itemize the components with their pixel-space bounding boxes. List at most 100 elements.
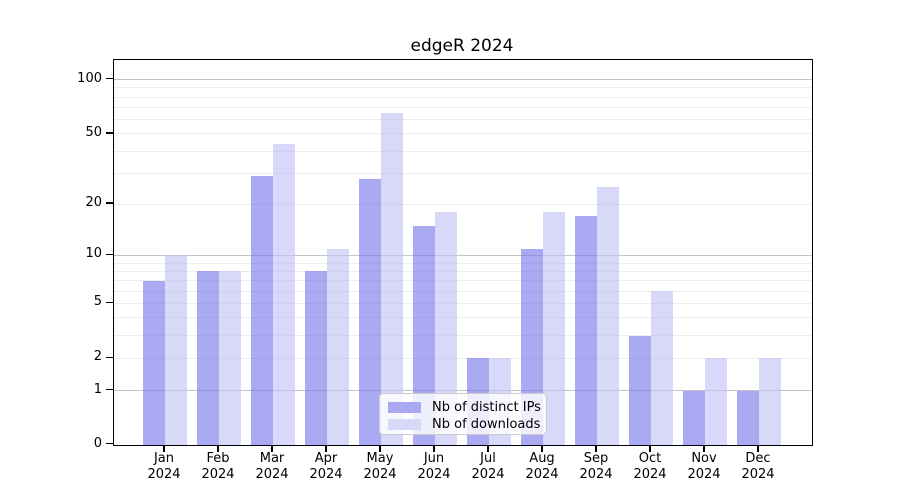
bar-downloads-mar bbox=[273, 143, 295, 445]
bar-downloads-feb bbox=[219, 271, 241, 445]
legend-label-distinct-ips: Nb of distinct IPs bbox=[432, 400, 541, 415]
minor-gridline-80 bbox=[114, 96, 812, 98]
bar-downloads-nov bbox=[705, 358, 727, 445]
x-tick-month: Feb bbox=[206, 451, 230, 466]
x-tick-year: 2024 bbox=[579, 466, 613, 482]
y-tick-mark-1 bbox=[106, 388, 113, 391]
x-tick-month: Nov bbox=[691, 451, 717, 466]
minor-gridline-6 bbox=[114, 290, 812, 292]
x-tick-month: Jan bbox=[153, 451, 175, 466]
chart-title: edgeR 2024 bbox=[410, 36, 514, 56]
y-tick-mark-50 bbox=[106, 132, 113, 134]
x-tick-year: 2024 bbox=[525, 466, 559, 482]
x-tick-mark-sep bbox=[595, 445, 597, 452]
x-tick-label-apr: Apr 2024 bbox=[299, 451, 353, 482]
y-tick-label-100: 100 bbox=[77, 70, 102, 86]
y-tick-label-50: 50 bbox=[85, 124, 102, 140]
x-tick-month: Sep bbox=[583, 451, 609, 466]
x-tick-month: Mar bbox=[259, 451, 285, 466]
x-tick-mark-jul bbox=[487, 445, 489, 452]
x-tick-label-nov: Nov 2024 bbox=[677, 451, 731, 482]
y-tick-mark-2 bbox=[106, 356, 113, 359]
x-tick-month: Oct bbox=[638, 451, 662, 466]
bar-downloads-dec bbox=[759, 358, 781, 445]
x-tick-month: Aug bbox=[529, 451, 555, 466]
bar-downloads-oct bbox=[651, 291, 673, 445]
y-tick-label-10: 10 bbox=[85, 246, 102, 262]
x-tick-year: 2024 bbox=[201, 466, 235, 482]
bar-distinct-ips-dec bbox=[737, 390, 759, 445]
plot-area: Nb of distinct IPs Nb of downloads bbox=[113, 59, 813, 446]
minor-gridline-5 bbox=[114, 302, 812, 304]
x-tick-label-may: May 2024 bbox=[353, 451, 407, 482]
x-tick-label-feb: Feb 2024 bbox=[191, 451, 245, 482]
major-gridline-100 bbox=[114, 79, 812, 81]
legend-swatch-downloads bbox=[388, 419, 421, 430]
x-tick-year: 2024 bbox=[471, 466, 505, 482]
x-tick-label-oct: Oct 2024 bbox=[623, 451, 677, 482]
bar-distinct-ips-apr bbox=[305, 271, 327, 445]
x-tick-month: Jul bbox=[480, 451, 496, 466]
x-tick-mark-mar bbox=[271, 445, 273, 452]
legend-item-downloads: Nb of downloads bbox=[388, 416, 541, 433]
bar-downloads-aug bbox=[543, 212, 565, 445]
minor-gridline-40 bbox=[114, 150, 812, 152]
minor-gridline-9 bbox=[114, 262, 812, 264]
y-tick-label-2: 2 bbox=[93, 349, 102, 365]
minor-gridline-20 bbox=[114, 203, 812, 205]
minor-gridline-50 bbox=[114, 133, 812, 135]
y-tick-mark-100 bbox=[106, 77, 113, 80]
minor-gridline-8 bbox=[114, 270, 812, 272]
x-tick-year: 2024 bbox=[309, 466, 343, 482]
bar-downloads-may bbox=[381, 113, 403, 445]
x-tick-mark-feb bbox=[217, 445, 219, 452]
minor-gridline-70 bbox=[114, 107, 812, 109]
x-tick-mark-nov bbox=[703, 445, 705, 452]
major-gridline-1 bbox=[114, 390, 812, 392]
x-tick-mark-dec bbox=[757, 445, 759, 452]
x-tick-month: May bbox=[366, 451, 394, 466]
bar-distinct-ips-oct bbox=[629, 335, 651, 445]
x-tick-year: 2024 bbox=[147, 466, 181, 482]
bar-distinct-ips-jan bbox=[143, 280, 165, 445]
y-tick-label-1: 1 bbox=[93, 381, 102, 397]
x-tick-label-mar: Mar 2024 bbox=[245, 451, 299, 482]
x-tick-mark-may bbox=[379, 445, 381, 452]
major-gridline-10 bbox=[114, 254, 812, 256]
x-tick-year: 2024 bbox=[255, 466, 289, 482]
x-tick-year: 2024 bbox=[633, 466, 667, 482]
minor-gridline-7 bbox=[114, 280, 812, 282]
x-tick-mark-jan bbox=[163, 445, 165, 452]
y-tick-label-5: 5 bbox=[93, 294, 102, 310]
x-tick-month: Dec bbox=[745, 451, 771, 466]
y-tick-mark-5 bbox=[106, 301, 113, 304]
x-tick-mark-apr bbox=[325, 445, 327, 452]
x-tick-year: 2024 bbox=[363, 466, 397, 482]
minor-gridline-4 bbox=[114, 317, 812, 319]
x-tick-label-jun: Jun 2024 bbox=[407, 451, 461, 482]
minor-gridline-90 bbox=[114, 87, 812, 89]
y-tick-mark-10 bbox=[106, 253, 113, 256]
legend-swatch-distinct-ips bbox=[388, 402, 421, 413]
x-tick-label-dec: Dec 2024 bbox=[731, 451, 785, 482]
x-tick-month: Jun bbox=[423, 451, 445, 466]
minor-gridline-2 bbox=[114, 357, 812, 359]
bar-distinct-ips-nov bbox=[683, 390, 705, 445]
bar-distinct-ips-jun bbox=[413, 225, 435, 445]
bar-downloads-apr bbox=[327, 248, 349, 445]
legend: Nb of distinct IPs Nb of downloads bbox=[379, 393, 547, 435]
minor-gridline-60 bbox=[114, 119, 812, 121]
x-tick-year: 2024 bbox=[417, 466, 451, 482]
legend-label-downloads: Nb of downloads bbox=[432, 417, 541, 432]
x-tick-mark-oct bbox=[649, 445, 651, 452]
x-tick-year: 2024 bbox=[741, 466, 775, 482]
bar-distinct-ips-may bbox=[359, 178, 381, 445]
bar-distinct-ips-mar bbox=[251, 175, 273, 445]
y-tick-mark-20 bbox=[106, 202, 113, 204]
bar-distinct-ips-feb bbox=[197, 271, 219, 445]
bar-distinct-ips-sep bbox=[575, 216, 597, 445]
x-tick-year: 2024 bbox=[687, 466, 721, 482]
bar-downloads-jan bbox=[165, 255, 187, 445]
x-tick-month: Apr bbox=[314, 451, 338, 466]
x-tick-mark-jun bbox=[433, 445, 435, 452]
